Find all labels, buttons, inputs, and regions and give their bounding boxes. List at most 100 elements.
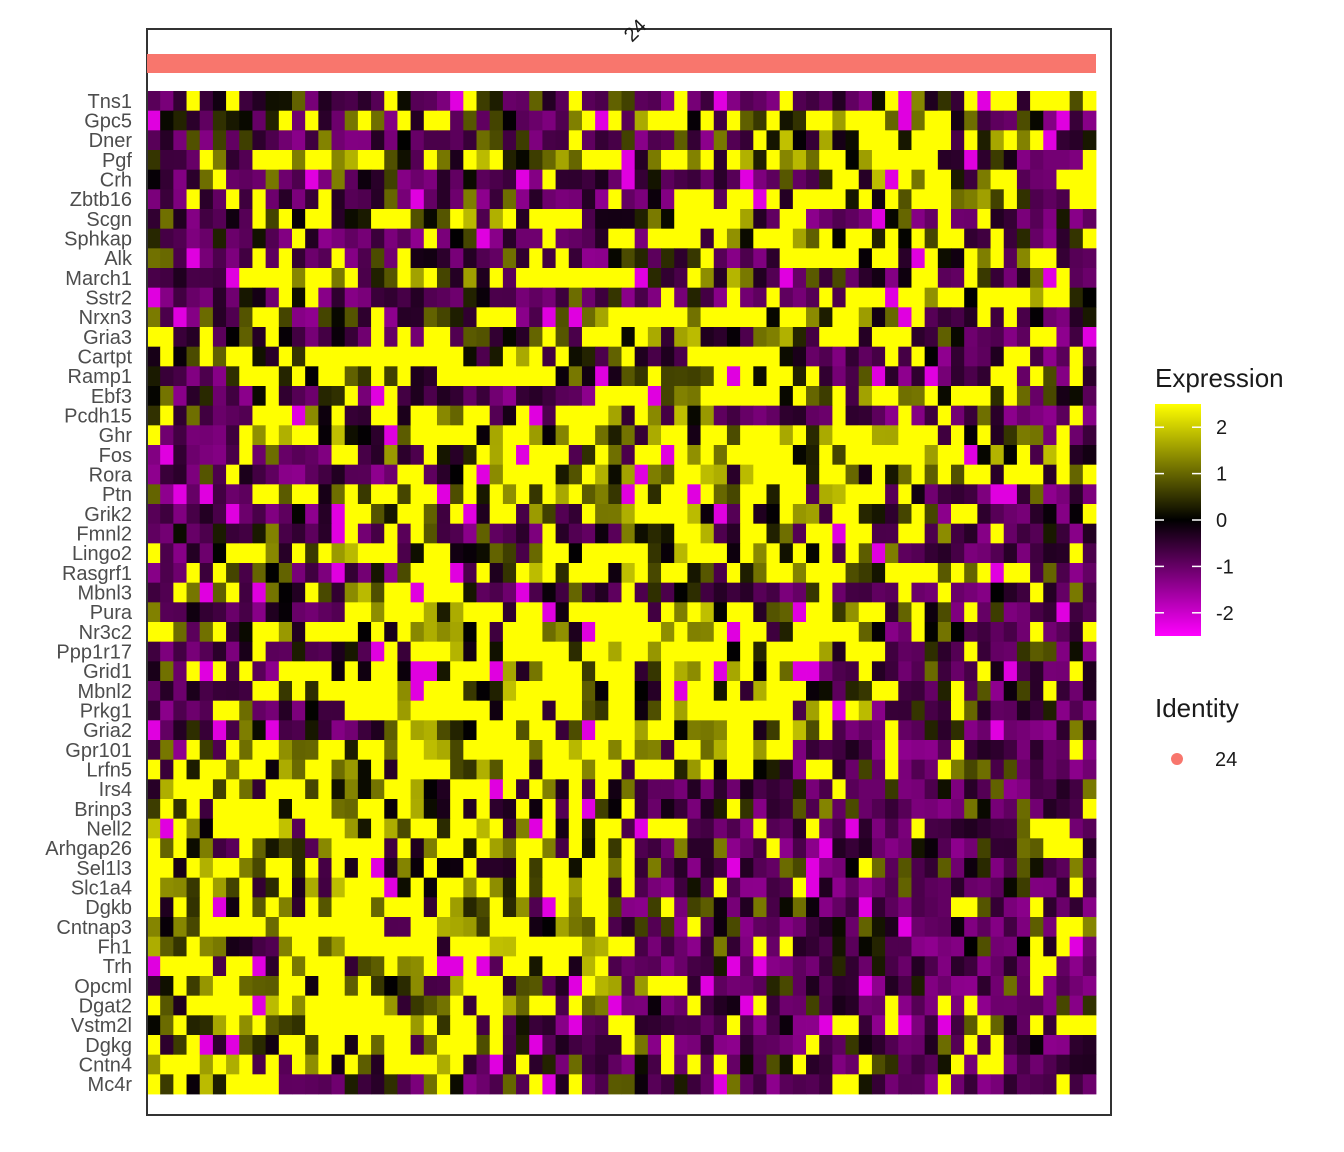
heatmap-cell: [199, 169, 214, 190]
heatmap-cell: [1016, 563, 1031, 584]
heatmap-cell: [489, 838, 504, 859]
heatmap-cell: [450, 1074, 464, 1095]
heatmap-cell: [647, 582, 662, 603]
heatmap-cell: [911, 150, 926, 171]
heatmap-cell: [305, 189, 319, 210]
heatmap-cell: [305, 563, 319, 584]
heatmap-cell: [726, 779, 741, 800]
heatmap-cell: [937, 995, 952, 1016]
heatmap-cell: [436, 799, 451, 820]
heatmap-cell: [463, 681, 477, 702]
heatmap-cell: [766, 484, 781, 505]
heatmap-cell: [964, 563, 978, 584]
heatmap-cell: [951, 1074, 965, 1095]
heatmap-cell: [1056, 287, 1071, 308]
heatmap-cell: [687, 1054, 701, 1075]
heatmap-cell: [305, 307, 319, 328]
heatmap-cell: [147, 1074, 161, 1095]
heatmap-cell: [1003, 366, 1018, 387]
heatmap-cell: [463, 759, 477, 780]
heatmap-cell: [885, 130, 899, 151]
heatmap-cell: [252, 759, 267, 780]
heatmap-cell: [463, 1035, 477, 1056]
heatmap-cell: [964, 661, 978, 682]
heatmap-cell: [832, 740, 846, 761]
heatmap-cell: [964, 936, 978, 957]
heatmap-cell: [226, 1074, 240, 1095]
heatmap-cell: [463, 366, 477, 387]
heatmap-cell: [291, 110, 306, 131]
heatmap-cell: [384, 504, 398, 525]
heatmap-cell: [661, 425, 675, 446]
heatmap-cell: [858, 779, 873, 800]
heatmap-cell: [647, 1035, 662, 1056]
heatmap-cell: [740, 1035, 754, 1056]
heatmap-cell: [608, 405, 622, 426]
heatmap-cell: [608, 976, 622, 997]
heatmap-cell: [779, 563, 794, 584]
heatmap-cell: [753, 956, 767, 977]
heatmap-cell: [647, 976, 662, 997]
heatmap-cell: [845, 799, 860, 820]
heatmap-cell: [608, 838, 622, 859]
heatmap-cell: [621, 405, 636, 426]
heatmap-cell: [489, 720, 504, 741]
heatmap-cell: [634, 700, 649, 721]
heatmap-cell: [766, 858, 781, 879]
heatmap-cell: [819, 464, 833, 485]
heatmap-cell: [1043, 818, 1057, 839]
heatmap-cell: [898, 897, 912, 918]
heatmap-cell: [568, 995, 583, 1016]
heatmap-cell: [344, 366, 359, 387]
heatmap-cell: [1016, 405, 1031, 426]
heatmap-cell: [226, 877, 240, 898]
heatmap-cell: [186, 602, 201, 623]
heatmap-cell: [766, 189, 781, 210]
heatmap-cell: [463, 130, 477, 151]
heatmap-cell: [964, 799, 978, 820]
heatmap-cell: [516, 307, 530, 328]
heatmap-cell: [1082, 838, 1097, 859]
heatmap-cell: [832, 543, 846, 564]
heatmap-cell: [1056, 956, 1071, 977]
heatmap-cell: [832, 799, 846, 820]
heatmap-cell: [792, 1035, 807, 1056]
heatmap-cell: [1030, 838, 1044, 859]
heatmap-cell: [1056, 484, 1071, 505]
heatmap-cell: [845, 425, 860, 446]
heatmap-cell: [647, 287, 662, 308]
heatmap-cell: [463, 622, 477, 643]
heatmap-cell: [990, 110, 1005, 131]
heatmap-cell: [542, 445, 556, 466]
heatmap-cell: [568, 956, 583, 977]
heatmap-cell: [766, 936, 781, 957]
heatmap-cell: [529, 346, 543, 367]
heatmap-cell: [753, 523, 767, 544]
heatmap-cell: [713, 228, 728, 249]
heatmap-cell: [371, 1074, 385, 1095]
heatmap-cell: [252, 995, 267, 1016]
heatmap-cell: [937, 779, 952, 800]
heatmap-cell: [371, 543, 385, 564]
heatmap-cell: [634, 995, 649, 1016]
heatmap-cell: [990, 287, 1005, 308]
heatmap-cell: [344, 189, 359, 210]
gene-label: Dgkb: [85, 897, 132, 919]
heatmap-cell: [726, 661, 741, 682]
heatmap-cell: [977, 268, 991, 289]
heatmap-cell: [568, 582, 583, 603]
heatmap-cell: [726, 346, 741, 367]
heatmap-cell: [160, 641, 174, 662]
heatmap-cell: [621, 209, 636, 230]
heatmap-cell: [753, 110, 767, 131]
heatmap-cell: [423, 779, 438, 800]
heatmap-cell: [542, 740, 556, 761]
heatmap-cell: [436, 130, 451, 151]
heatmap-cell: [1016, 917, 1031, 938]
heatmap-cell: [371, 681, 385, 702]
heatmap-cell: [423, 209, 438, 230]
heatmap-cell: [252, 877, 267, 898]
heatmap-cell: [977, 1074, 991, 1095]
heatmap-cell: [1056, 209, 1071, 230]
heatmap-cell: [740, 818, 754, 839]
